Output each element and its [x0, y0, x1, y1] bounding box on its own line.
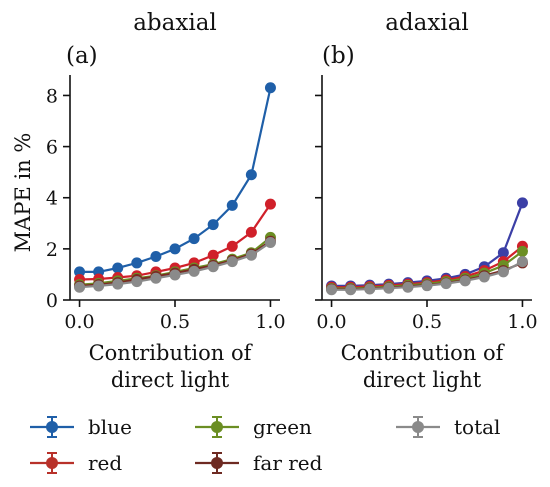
panel-title: abaxial [133, 10, 217, 36]
data-point [131, 257, 143, 269]
legend-item-blue: blue [30, 415, 132, 439]
x-axis-label: direct light [111, 368, 230, 392]
data-point [497, 247, 509, 259]
data-point [264, 82, 276, 94]
legend-label: total [454, 415, 500, 439]
data-point [402, 281, 414, 293]
data-point [497, 266, 509, 278]
data-point [74, 281, 86, 293]
legend: blue green total red far red [30, 415, 500, 475]
series-green [74, 231, 276, 291]
data-point [516, 256, 528, 268]
data-point [364, 283, 376, 295]
data-point [516, 197, 528, 209]
data-point [226, 199, 238, 211]
data-point [226, 240, 238, 252]
data-point [421, 280, 433, 292]
y-axis-label: MAPE in % [11, 133, 35, 253]
legend-item-green: green [195, 415, 312, 439]
data-point [345, 284, 357, 296]
x-tick-label: 0.0 [64, 311, 94, 333]
legend-marker [46, 421, 58, 433]
legend-label: green [253, 415, 312, 439]
data-point [188, 233, 200, 245]
panel-label: (b) [322, 43, 355, 69]
data-point [459, 275, 471, 287]
x-tick-label: 1.0 [255, 311, 285, 333]
data-point [74, 266, 86, 278]
y-tick-label: 8 [46, 85, 58, 107]
data-point [150, 272, 162, 284]
y-tick-label: 6 [46, 137, 58, 159]
legend-label: far red [253, 451, 323, 475]
data-point [112, 262, 124, 274]
data-point [478, 271, 490, 283]
data-point [207, 261, 219, 273]
x-tick-label: 0.5 [160, 311, 190, 333]
x-axis-label: Contribution of [341, 341, 506, 365]
data-point [169, 269, 181, 281]
data-point [264, 198, 276, 210]
data-point [93, 280, 105, 292]
panel-label: (a) [66, 43, 98, 69]
legend-label: blue [88, 415, 132, 439]
legend-marker [211, 457, 223, 469]
data-point [245, 169, 257, 181]
x-axis-label: Contribution of [89, 341, 254, 365]
data-point [150, 251, 162, 263]
data-point [207, 249, 219, 261]
legend-label: red [88, 451, 122, 475]
x-tick-label: 1.0 [507, 311, 537, 333]
data-point [131, 276, 143, 288]
data-point [207, 219, 219, 231]
data-point [112, 278, 124, 290]
panel-title: adaxial [385, 10, 469, 36]
data-point [169, 243, 181, 255]
data-point [226, 256, 238, 268]
legend-marker [412, 421, 424, 433]
legend-item-total: total [396, 415, 500, 439]
legend-marker [211, 421, 223, 433]
data-point [245, 249, 257, 261]
y-tick-label: 4 [46, 188, 58, 210]
data-point [245, 226, 257, 238]
data-point [440, 278, 452, 290]
data-point [264, 236, 276, 248]
legend-item-red: red [30, 451, 122, 475]
y-tick-label: 0 [46, 290, 58, 312]
x-tick-label: 0.0 [316, 311, 346, 333]
x-axis-label: direct light [363, 368, 482, 392]
data-point [326, 284, 338, 296]
legend-item-far-red: far red [195, 451, 323, 475]
data-point [188, 265, 200, 277]
series-blue [74, 82, 276, 278]
y-tick-label: 2 [46, 239, 58, 261]
data-point [383, 282, 395, 294]
legend-marker [46, 457, 58, 469]
series-total [74, 236, 276, 293]
data-point [516, 245, 528, 257]
x-tick-label: 0.5 [412, 311, 442, 333]
series-total [326, 256, 528, 296]
